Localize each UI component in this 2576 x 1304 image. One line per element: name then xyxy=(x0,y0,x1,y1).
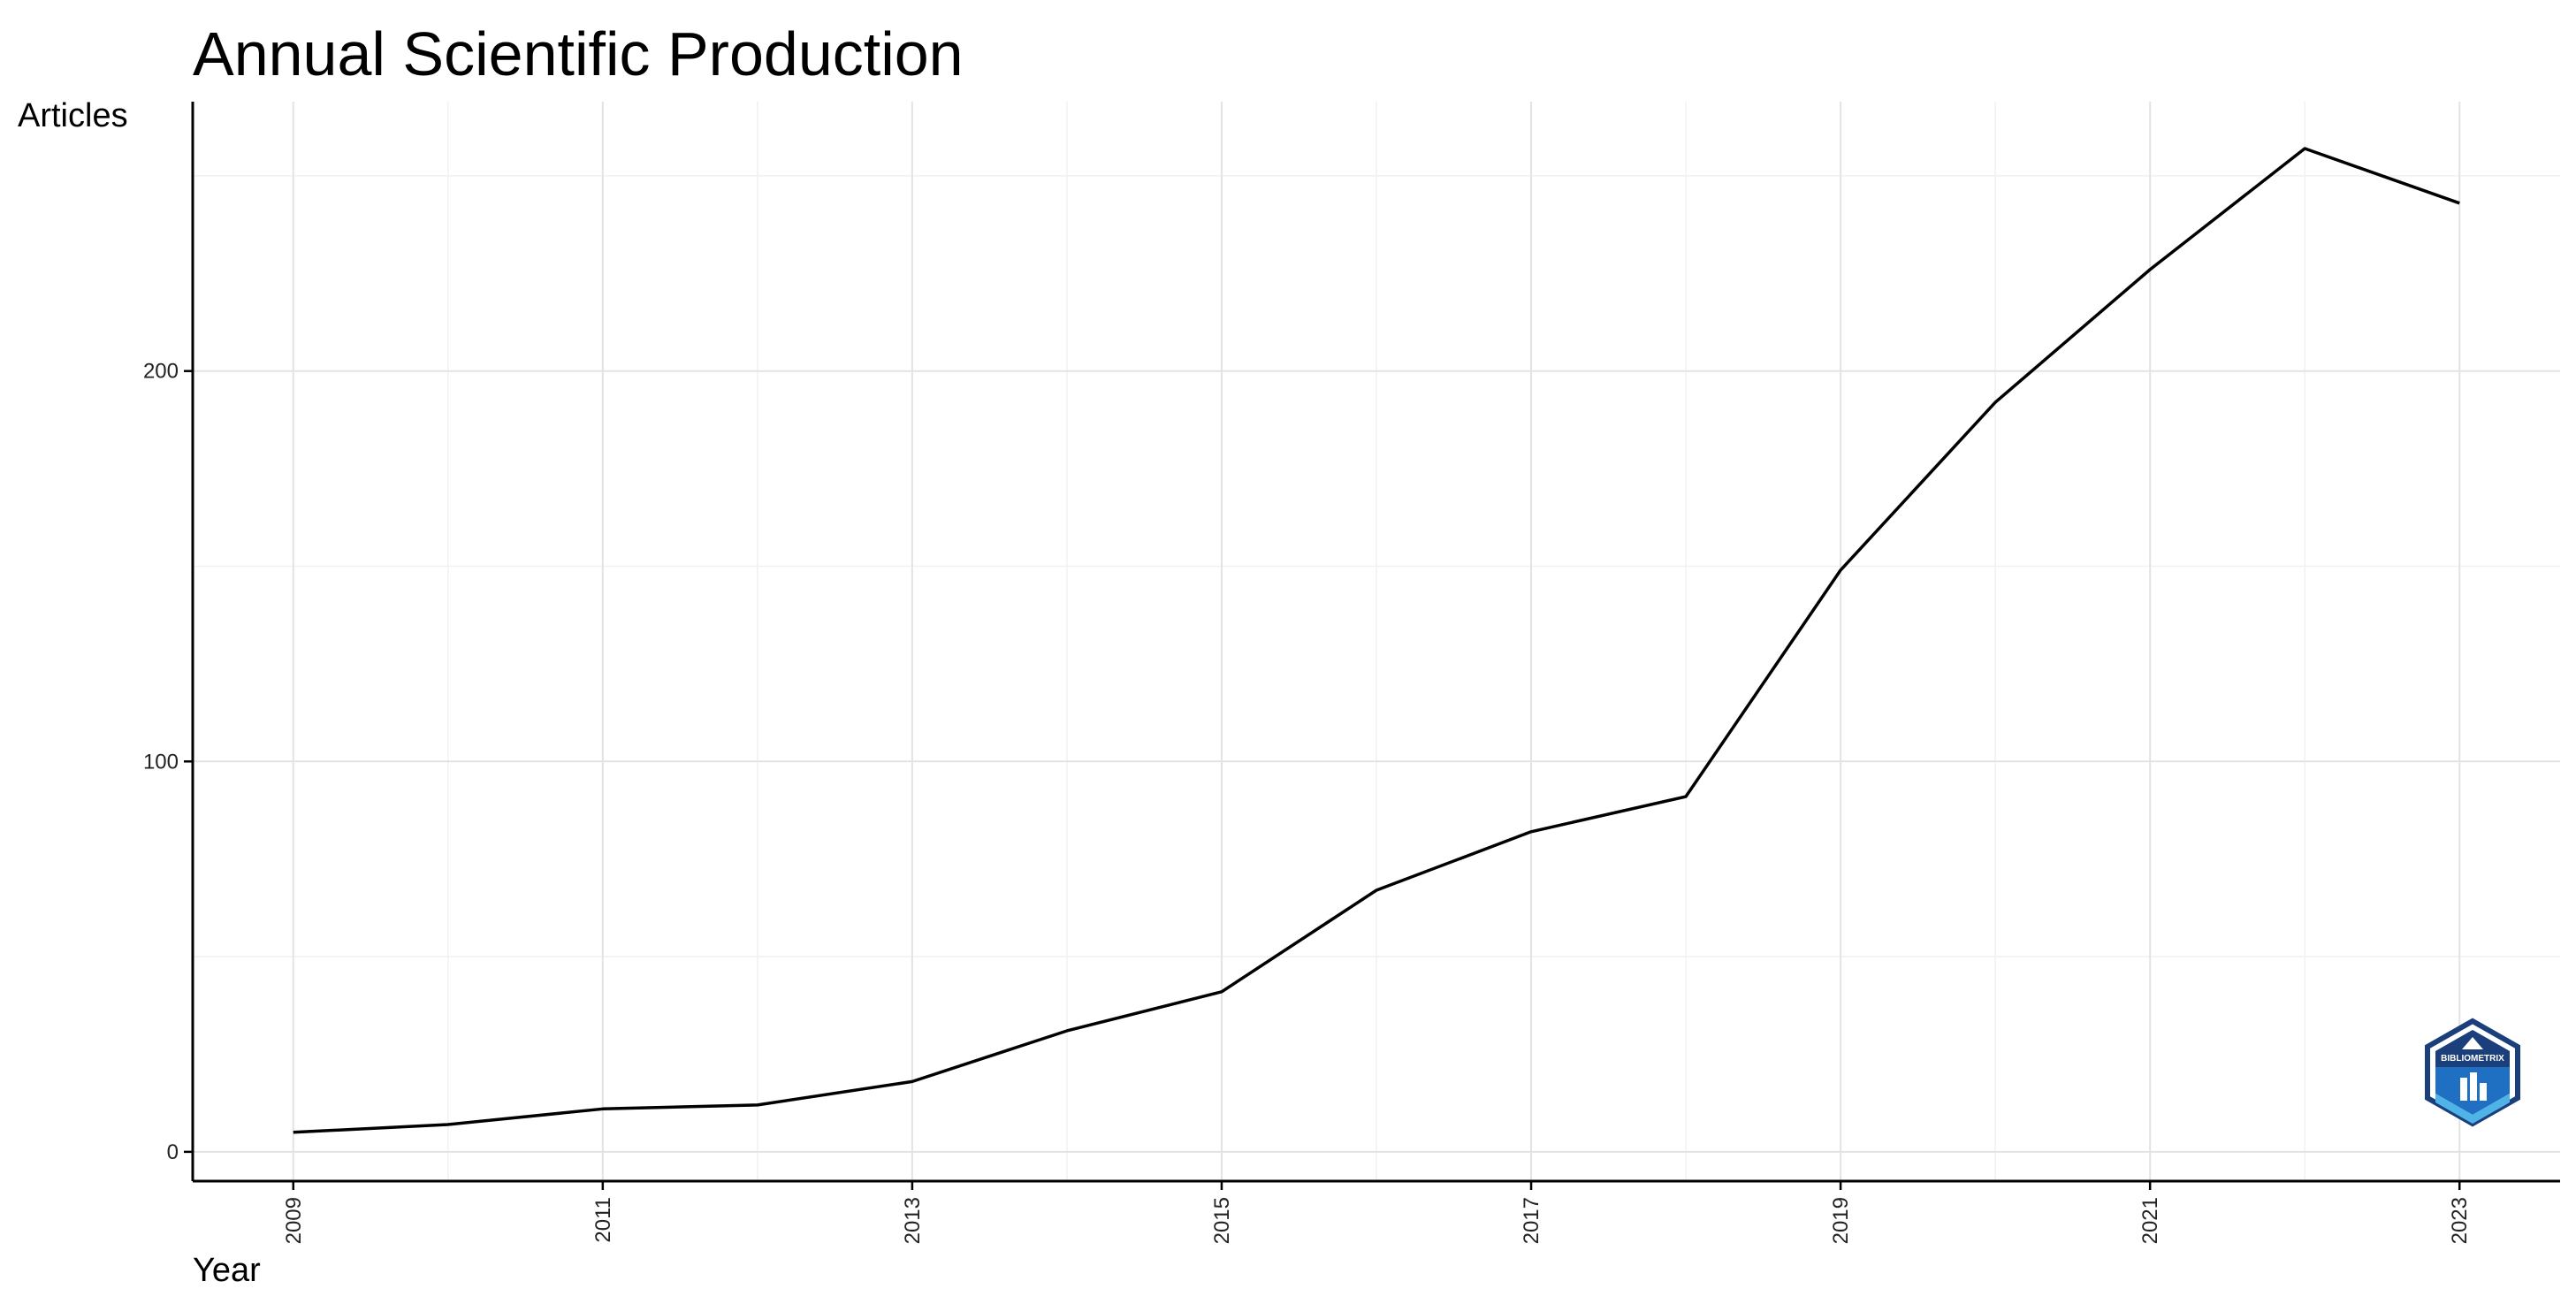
chart-title: Annual Scientific Production xyxy=(193,19,964,88)
x-tick-label: 2023 xyxy=(2448,1197,2472,1244)
x-tick-label: 2017 xyxy=(1520,1197,1543,1244)
y-tick-label: 0 xyxy=(167,1140,179,1164)
bibliometrix-logo: BIBLIOMETRIX xyxy=(2425,1018,2520,1127)
x-axis-label: Year xyxy=(193,1252,261,1289)
plot-area: 0 100 200 2009 2011 2013 2015 2017 2019 2021 2023 xyxy=(143,102,2560,1244)
logo-bar-1 xyxy=(2460,1078,2467,1101)
logo-text: BIBLIOMETRIX xyxy=(2441,1054,2504,1064)
logo-arrow-icon xyxy=(2462,1037,2483,1049)
x-tick-label: 2019 xyxy=(1829,1197,1853,1244)
logo-bar-2 xyxy=(2470,1072,2477,1101)
x-tick-label: 2009 xyxy=(282,1197,306,1244)
y-axis-label: Articles xyxy=(18,97,128,134)
x-tick-label: 2021 xyxy=(2138,1197,2162,1244)
logo-bar-3 xyxy=(2480,1083,2487,1101)
logo-bottom-band xyxy=(2435,1094,2510,1124)
x-tick-label: 2011 xyxy=(591,1197,615,1243)
x-tick-label: 2013 xyxy=(901,1197,925,1244)
y-tick-label: 200 xyxy=(143,360,179,384)
y-tick-label: 100 xyxy=(143,750,179,774)
x-tick-label: 2015 xyxy=(1210,1197,1234,1244)
